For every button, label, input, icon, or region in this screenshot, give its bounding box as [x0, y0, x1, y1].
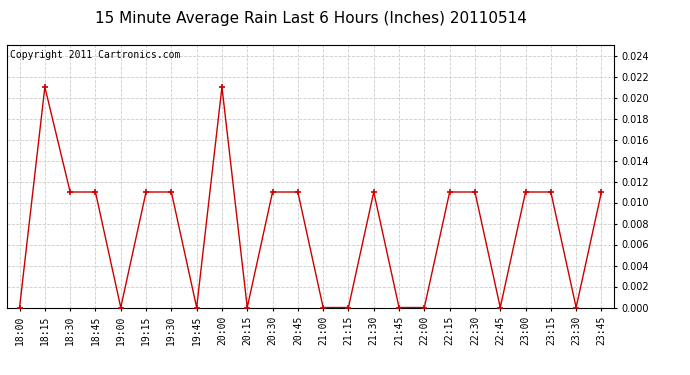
Text: 15 Minute Average Rain Last 6 Hours (Inches) 20110514: 15 Minute Average Rain Last 6 Hours (Inc… [95, 11, 526, 26]
Text: Copyright 2011 Cartronics.com: Copyright 2011 Cartronics.com [10, 50, 180, 60]
